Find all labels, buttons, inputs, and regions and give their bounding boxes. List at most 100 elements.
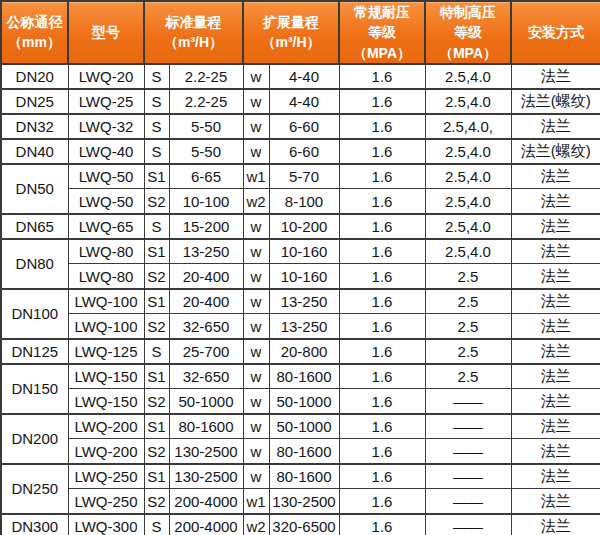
ext-marker-cell: w — [243, 64, 269, 89]
ext-range-cell: 80-1600 — [269, 364, 339, 389]
std-range-cell: 5-50 — [169, 139, 243, 164]
model-cell: LWQ-32 — [68, 114, 144, 139]
ext-marker-cell: w — [243, 314, 269, 339]
ext-range-cell: 8-100 — [269, 189, 339, 214]
std-marker-cell: S — [144, 339, 169, 364]
pressure-cell: 1.6 — [339, 264, 425, 289]
install-cell: 法兰 — [511, 189, 600, 214]
high-pressure-cell: 2.5 — [425, 364, 511, 389]
ext-range-cell: 80-1600 — [269, 464, 339, 489]
std-marker-cell: S1 — [144, 414, 169, 439]
specs-table: 公称通径（mm） 型号 标准量程（m³/H） 扩展量程（m³/H） 常规耐压等级… — [0, 0, 600, 535]
std-marker-cell: S1 — [144, 364, 169, 389]
ext-marker-cell: w — [243, 264, 269, 289]
ext-range-cell: 5-70 — [269, 164, 339, 189]
dn-cell: DN100 — [1, 289, 68, 339]
model-cell: LWQ-80 — [68, 239, 144, 264]
high-pressure-cell: 2.5,4.0 — [425, 64, 511, 89]
std-range-cell: 5-50 — [169, 114, 243, 139]
model-cell: LWQ-100 — [68, 289, 144, 314]
table-row: DN20 LWQ-20 S 2.2-25 w 4-40 1.6 2.5,4.0 … — [1, 64, 600, 89]
table-row: DN250 LWQ-250 S1 130-2500 w 80-1600 1.6 … — [1, 464, 600, 489]
model-cell: LWQ-100 — [68, 314, 144, 339]
ext-marker-cell: w — [243, 214, 269, 239]
model-cell: LWQ-300 — [68, 514, 144, 535]
ext-range-cell: 6-60 — [269, 114, 339, 139]
install-cell: 法兰 — [511, 214, 600, 239]
std-marker-cell: S1 — [144, 289, 169, 314]
ext-range-cell: 4-40 — [269, 89, 339, 114]
std-marker-cell: S — [144, 64, 169, 89]
model-cell: LWQ-65 — [68, 214, 144, 239]
std-marker-cell: S2 — [144, 314, 169, 339]
std-marker-cell: S — [144, 139, 169, 164]
install-cell: 法兰 — [511, 264, 600, 289]
std-range-cell: 50-1000 — [169, 389, 243, 414]
ext-range-cell: 50-1000 — [269, 389, 339, 414]
table-row: DN40 LWQ-40 S 5-50 w 6-60 1.6 2.5,4.0 法兰… — [1, 139, 600, 164]
ext-marker-cell: w — [243, 239, 269, 264]
std-range-cell: 20-400 — [169, 289, 243, 314]
ext-marker-cell: w1 — [243, 164, 269, 189]
header-row: 公称通径（mm） 型号 标准量程（m³/H） 扩展量程（m³/H） 常规耐压等级… — [1, 1, 600, 64]
install-cell: 法兰 — [511, 389, 600, 414]
high-pressure-cell: —— — [425, 389, 511, 414]
high-pressure-cell: 2.5,4.0, — [425, 114, 511, 139]
install-cell: 法兰 — [511, 414, 600, 439]
std-range-cell: 200-4000 — [169, 514, 243, 535]
high-pressure-cell: 2.5,4.0 — [425, 89, 511, 114]
ext-marker-cell: w — [243, 414, 269, 439]
std-range-cell: 200-4000 — [169, 489, 243, 514]
model-cell: LWQ-20 — [68, 64, 144, 89]
high-pressure-cell: 2.5,4.0 — [425, 239, 511, 264]
model-cell: LWQ-50 — [68, 164, 144, 189]
pressure-cell: 1.6 — [339, 314, 425, 339]
std-range-cell: 2.2-25 — [169, 89, 243, 114]
dn-cell: DN40 — [1, 139, 68, 164]
pressure-cell: 1.6 — [339, 214, 425, 239]
std-range-cell: 32-650 — [169, 364, 243, 389]
ext-marker-cell: w — [243, 364, 269, 389]
install-cell: 法兰 — [511, 114, 600, 139]
dn-cell: DN25 — [1, 89, 68, 114]
pressure-cell: 1.6 — [339, 164, 425, 189]
install-cell: 法兰 — [511, 514, 600, 535]
ext-marker-cell: w2 — [243, 514, 269, 535]
std-range-cell: 25-700 — [169, 339, 243, 364]
table-row: LWQ-250 S2 200-4000 w1 130-2500 1.6 —— 法… — [1, 489, 600, 514]
std-range-cell: 32-650 — [169, 314, 243, 339]
table-row: DN50 LWQ-50 S1 6-65 w1 5-70 1.6 2.5,4.0 … — [1, 164, 600, 189]
std-range-cell: 130-2500 — [169, 464, 243, 489]
model-cell: LWQ-200 — [68, 414, 144, 439]
pressure-cell: 1.6 — [339, 139, 425, 164]
model-cell: LWQ-125 — [68, 339, 144, 364]
ext-range-cell: 10-160 — [269, 239, 339, 264]
model-cell: LWQ-250 — [68, 489, 144, 514]
std-marker-cell: S2 — [144, 489, 169, 514]
header-high-pressure: 特制高压等级（MPA） — [425, 1, 511, 64]
high-pressure-cell: —— — [425, 414, 511, 439]
std-marker-cell: S2 — [144, 189, 169, 214]
model-cell: LWQ-200 — [68, 439, 144, 464]
ext-range-cell: 6-60 — [269, 139, 339, 164]
ext-range-cell: 20-800 — [269, 339, 339, 364]
std-marker-cell: S2 — [144, 439, 169, 464]
table-row: DN80 LWQ-80 S1 13-250 w 10-160 1.6 2.5,4… — [1, 239, 600, 264]
pressure-cell: 1.6 — [339, 439, 425, 464]
high-pressure-cell: 2.5 — [425, 289, 511, 314]
model-cell: LWQ-150 — [68, 389, 144, 414]
table-row: DN32 LWQ-32 S 5-50 w 6-60 1.6 2.5,4.0, 法… — [1, 114, 600, 139]
high-pressure-cell: 2.5,4.0 — [425, 189, 511, 214]
table-row: LWQ-50 S2 10-100 w2 8-100 1.6 2.5,4.0 法兰 — [1, 189, 600, 214]
std-marker-cell: S — [144, 514, 169, 535]
header-extended-range: 扩展量程（m³/H） — [243, 1, 339, 64]
dn-cell: DN200 — [1, 414, 68, 464]
high-pressure-cell: —— — [425, 439, 511, 464]
pressure-cell: 1.6 — [339, 339, 425, 364]
model-cell: LWQ-250 — [68, 464, 144, 489]
ext-marker-cell: w — [243, 139, 269, 164]
high-pressure-cell: 2.5 — [425, 339, 511, 364]
model-cell: LWQ-150 — [68, 364, 144, 389]
dn-cell: DN20 — [1, 64, 68, 89]
ext-range-cell: 13-250 — [269, 289, 339, 314]
